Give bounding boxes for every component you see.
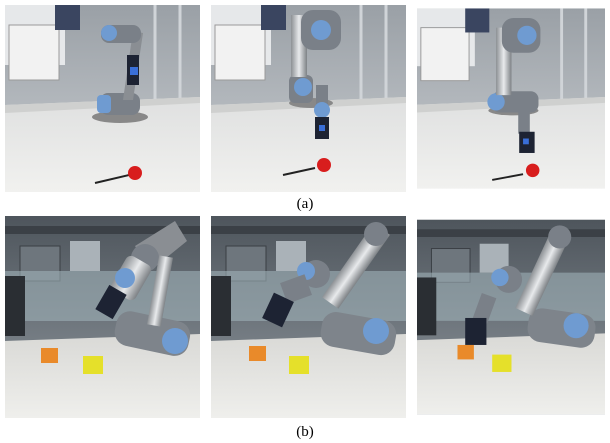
- photo-b2: [211, 216, 406, 418]
- photo-b3: [417, 220, 605, 415]
- caption-a: (a): [296, 196, 314, 212]
- photo-a2: [211, 5, 406, 192]
- photo-b1: [5, 216, 200, 418]
- photo-a3: [417, 8, 605, 188]
- photo-a1: [5, 5, 200, 192]
- caption-b: (b): [296, 424, 314, 440]
